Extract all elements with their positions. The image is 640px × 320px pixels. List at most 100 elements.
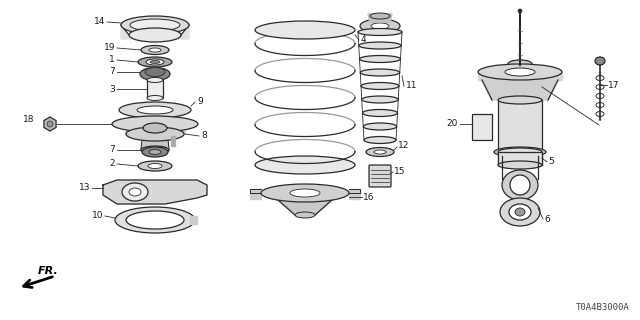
Polygon shape: [121, 25, 189, 39]
Polygon shape: [171, 136, 175, 146]
Ellipse shape: [115, 207, 195, 233]
Ellipse shape: [150, 60, 160, 63]
Ellipse shape: [138, 57, 172, 67]
Ellipse shape: [129, 188, 141, 196]
Polygon shape: [190, 216, 197, 224]
Ellipse shape: [141, 146, 169, 154]
Ellipse shape: [478, 64, 562, 80]
Text: 9: 9: [197, 98, 203, 107]
Ellipse shape: [595, 57, 605, 65]
Ellipse shape: [137, 106, 173, 114]
Ellipse shape: [143, 123, 167, 133]
Text: 2: 2: [109, 159, 115, 169]
Polygon shape: [482, 80, 558, 100]
Ellipse shape: [359, 42, 401, 49]
Ellipse shape: [360, 19, 400, 33]
Polygon shape: [250, 189, 261, 199]
Text: 12: 12: [398, 141, 410, 150]
Text: 11: 11: [406, 82, 417, 91]
Polygon shape: [368, 14, 392, 22]
Text: 4: 4: [361, 36, 367, 44]
Ellipse shape: [364, 137, 396, 143]
Ellipse shape: [129, 28, 181, 42]
Text: 6: 6: [544, 215, 550, 225]
Ellipse shape: [147, 95, 163, 100]
Ellipse shape: [508, 60, 532, 68]
Polygon shape: [261, 193, 349, 215]
Ellipse shape: [255, 21, 355, 39]
Ellipse shape: [147, 77, 163, 83]
Ellipse shape: [362, 109, 397, 116]
Bar: [472, 114, 492, 140]
Text: 19: 19: [104, 44, 115, 52]
Ellipse shape: [362, 96, 398, 103]
Ellipse shape: [130, 19, 180, 31]
Ellipse shape: [148, 164, 162, 169]
Text: 8: 8: [201, 132, 207, 140]
Ellipse shape: [370, 13, 390, 19]
Ellipse shape: [290, 189, 320, 197]
Ellipse shape: [141, 45, 169, 54]
Ellipse shape: [494, 147, 546, 157]
Polygon shape: [478, 72, 562, 80]
Ellipse shape: [126, 211, 184, 229]
Ellipse shape: [498, 148, 542, 156]
Ellipse shape: [364, 123, 397, 130]
Ellipse shape: [122, 183, 148, 201]
Ellipse shape: [112, 116, 198, 132]
Ellipse shape: [146, 59, 164, 65]
Ellipse shape: [510, 175, 530, 195]
Ellipse shape: [518, 9, 522, 13]
Bar: [498, 152, 542, 165]
Ellipse shape: [498, 96, 542, 104]
Text: 13: 13: [79, 183, 90, 193]
Polygon shape: [141, 128, 169, 150]
Ellipse shape: [500, 198, 540, 226]
Text: 18: 18: [22, 116, 34, 124]
Text: 7: 7: [109, 68, 115, 76]
Ellipse shape: [119, 102, 191, 118]
Text: FR.: FR.: [38, 266, 59, 276]
Text: 17: 17: [608, 81, 620, 90]
Ellipse shape: [142, 147, 168, 157]
Ellipse shape: [149, 149, 161, 155]
Ellipse shape: [515, 208, 525, 216]
Ellipse shape: [360, 69, 400, 76]
Text: 16: 16: [363, 193, 374, 202]
Text: 7: 7: [109, 146, 115, 155]
Text: 1: 1: [109, 55, 115, 65]
Ellipse shape: [145, 68, 165, 76]
Text: 20: 20: [447, 119, 458, 129]
Ellipse shape: [255, 156, 355, 174]
Ellipse shape: [509, 204, 531, 220]
Text: 14: 14: [93, 18, 105, 27]
Text: 5: 5: [548, 157, 554, 166]
Ellipse shape: [360, 55, 401, 62]
Polygon shape: [103, 180, 207, 204]
Ellipse shape: [358, 28, 402, 36]
FancyBboxPatch shape: [369, 165, 391, 187]
Ellipse shape: [47, 121, 53, 127]
Bar: [147, 80, 163, 98]
Ellipse shape: [505, 68, 535, 76]
Ellipse shape: [138, 161, 172, 171]
Ellipse shape: [261, 184, 349, 202]
Ellipse shape: [366, 148, 394, 156]
Ellipse shape: [295, 212, 315, 218]
Ellipse shape: [149, 48, 161, 52]
Ellipse shape: [361, 83, 399, 90]
Ellipse shape: [371, 23, 389, 29]
Text: 15: 15: [394, 167, 406, 177]
Text: 10: 10: [92, 212, 103, 220]
Ellipse shape: [374, 150, 386, 154]
Ellipse shape: [140, 68, 170, 81]
Text: T0A4B3000A: T0A4B3000A: [576, 303, 630, 313]
Text: 3: 3: [109, 84, 115, 93]
Ellipse shape: [502, 170, 538, 200]
Polygon shape: [125, 126, 185, 134]
Ellipse shape: [498, 161, 542, 169]
Ellipse shape: [502, 66, 538, 78]
Ellipse shape: [126, 127, 184, 141]
Bar: [498, 100, 542, 165]
Ellipse shape: [121, 16, 189, 34]
